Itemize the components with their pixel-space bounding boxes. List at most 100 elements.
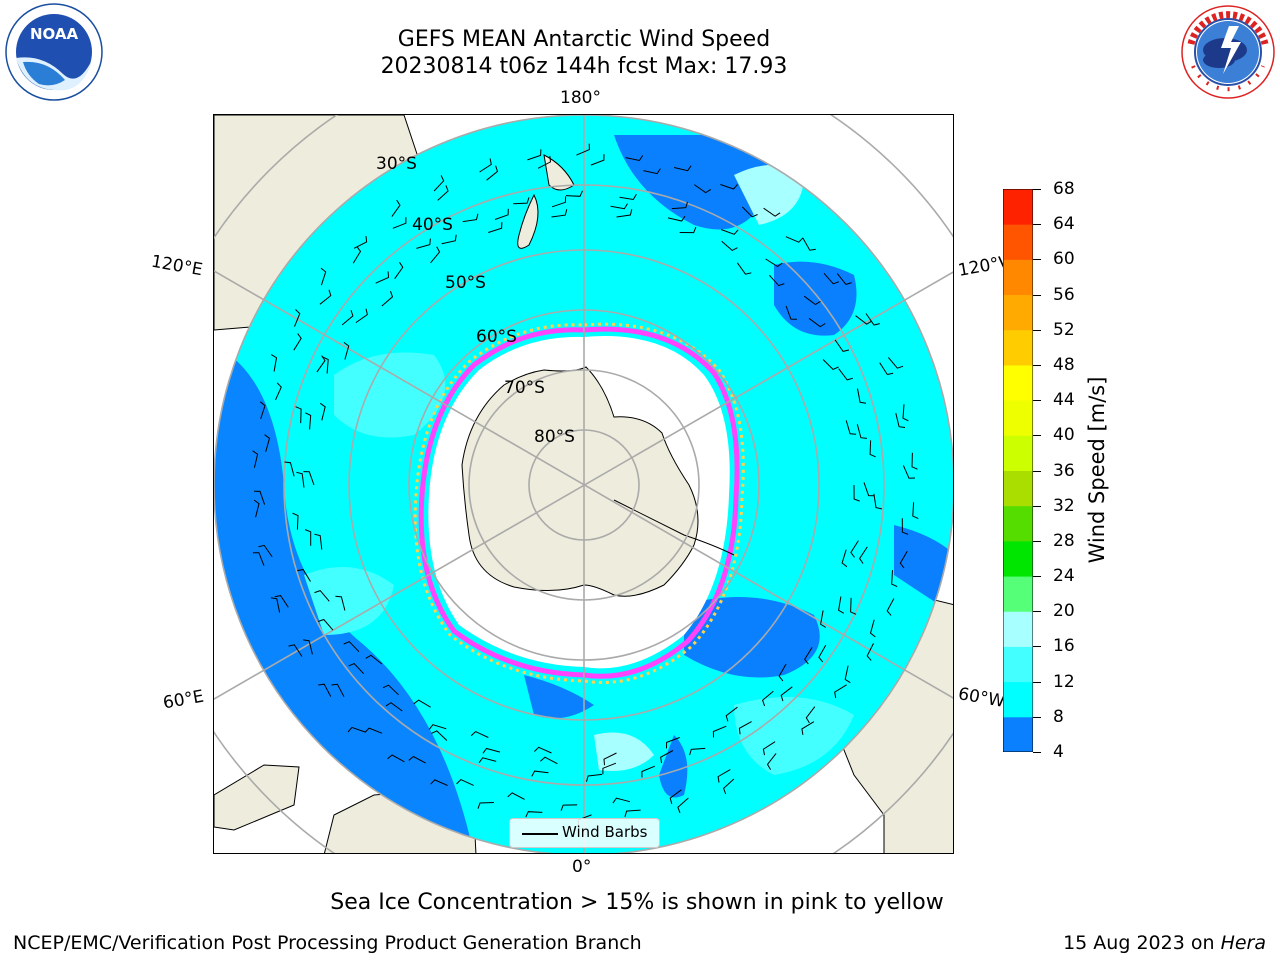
wind-barb <box>666 737 680 749</box>
wind-barb <box>723 778 735 795</box>
lat-label-60s: 60°S <box>476 327 517 347</box>
nws-logo <box>1181 5 1275 99</box>
wind-barb <box>865 313 880 326</box>
lat-label-40s: 40°S <box>412 215 453 235</box>
lat-label-70s: 70°S <box>504 378 545 398</box>
lon-label-0: 0° <box>572 857 592 877</box>
wind-barb <box>769 274 785 287</box>
wind-barb <box>802 237 816 251</box>
wind-barb <box>778 663 787 682</box>
wind-barb <box>911 452 918 470</box>
wind-barb <box>679 226 697 234</box>
wind-barb <box>845 420 857 435</box>
colorbar-tick <box>1033 752 1041 753</box>
wind-barb <box>765 258 783 268</box>
wind-barb <box>766 753 777 770</box>
wind-barb <box>669 789 682 805</box>
wind-barb <box>270 597 281 613</box>
wind-barb <box>319 289 332 305</box>
wind-barb <box>274 595 289 608</box>
wind-barb <box>857 388 867 404</box>
wind-barb <box>348 663 365 675</box>
wind-barb <box>314 590 330 602</box>
wind-barb <box>879 362 894 376</box>
wind-barb <box>660 750 674 764</box>
wind-barb <box>762 741 776 756</box>
wind-barb <box>343 342 350 360</box>
wind-barb <box>288 644 303 657</box>
wind-barb <box>507 792 525 800</box>
wind-barb <box>343 641 360 653</box>
wind-barb <box>712 725 727 738</box>
wind-barb <box>641 765 655 778</box>
wind-barb <box>318 683 332 697</box>
wind-barb <box>895 412 906 428</box>
map-panel[interactable]: 30°S 40°S 50°S 60°S 70°S 80°S Wind Barbs <box>213 114 954 854</box>
longitude-graticule <box>214 115 953 853</box>
wind-barb <box>560 804 578 811</box>
wind-barb <box>853 484 860 502</box>
wind-barb <box>804 647 813 665</box>
footer-date: 15 Aug 2023 on Hera <box>1063 932 1266 954</box>
wind-barb <box>902 465 916 479</box>
wind-barb <box>762 690 774 707</box>
wind-barb <box>534 746 552 754</box>
colorbar-tick-label: 32 <box>1053 495 1075 516</box>
wind-barb <box>738 721 752 735</box>
wind-barb <box>834 339 850 352</box>
colorbar-tick-label: 4 <box>1053 742 1064 762</box>
wind-barb <box>430 779 448 786</box>
wind-barb <box>478 757 497 763</box>
colorbar-tick <box>1033 540 1041 542</box>
wind-barb <box>408 755 426 764</box>
line-icon <box>522 833 558 835</box>
wind-barb <box>836 273 852 285</box>
wind-barb <box>850 540 859 558</box>
colorbar-segment <box>1003 505 1033 542</box>
wind-barb <box>805 706 816 724</box>
wind-barb <box>820 610 827 628</box>
colorbar-segment <box>1003 716 1033 752</box>
colorbar-tick-label: 8 <box>1053 706 1064 727</box>
colorbar-segment <box>1003 400 1033 436</box>
wind-barb <box>721 240 738 251</box>
colorbar-segment <box>1003 611 1033 647</box>
wind-barb <box>347 726 366 733</box>
wind-barb <box>869 440 876 458</box>
wind-barb <box>271 354 278 372</box>
wind-barb <box>565 190 583 197</box>
wind-barb <box>891 570 898 588</box>
wind-barb <box>303 471 315 486</box>
wind-barb <box>785 236 804 243</box>
wind-barb <box>331 683 345 697</box>
colorbar-tick-label: 64 <box>1053 214 1075 235</box>
wind-barb <box>602 762 617 775</box>
lon-label-180: 180° <box>560 88 601 108</box>
colorbar-tick <box>1033 435 1041 437</box>
madagascar-land <box>214 764 300 831</box>
wind-barb <box>527 149 542 161</box>
wind-barb <box>385 702 403 712</box>
wind-barb <box>431 730 448 741</box>
wind-barb <box>428 724 447 730</box>
colorbar-tick <box>1033 681 1041 683</box>
wind-barb <box>901 518 909 535</box>
wind-barb <box>488 222 503 233</box>
lat-label-30s: 30°S <box>376 154 417 174</box>
polar-map[interactable]: 30°S 40°S 50°S 60°S 70°S 80°S <box>214 115 954 854</box>
wind-barb <box>551 209 568 218</box>
colorbar-label: Wind Speed [m/s] <box>1085 376 1109 564</box>
colorbar-tick-label: 48 <box>1053 354 1075 375</box>
wind-barb <box>841 549 848 568</box>
wind-barb <box>844 665 851 684</box>
wind-barb <box>873 493 883 510</box>
wind-barb <box>335 595 346 611</box>
wind-barb <box>294 309 301 327</box>
colorbar-segment <box>1003 646 1033 683</box>
wind-barb <box>259 401 266 420</box>
colorbar-tick-label: 68 <box>1053 179 1075 199</box>
wind-barb <box>869 619 876 638</box>
colorbar-tick <box>1033 224 1041 226</box>
wind-barb <box>537 155 552 169</box>
wind-barb <box>456 779 474 786</box>
